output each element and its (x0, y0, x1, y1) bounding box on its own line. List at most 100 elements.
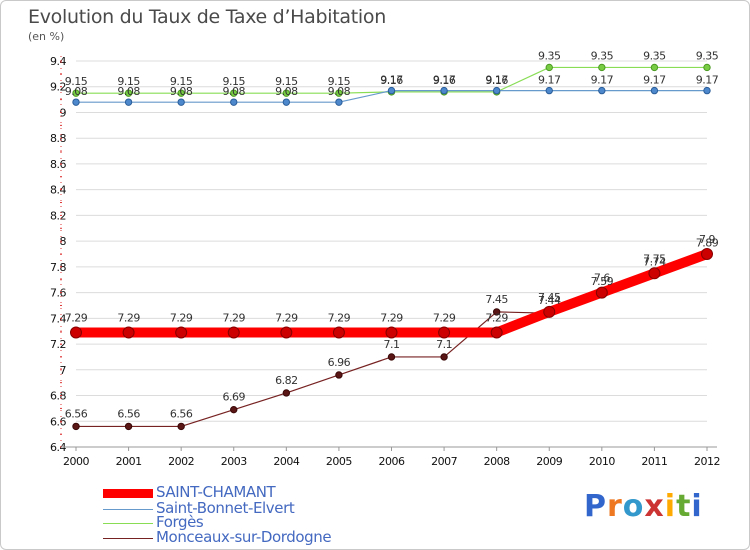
data-label-saint-bonnet-elvert: 9.08 (65, 85, 88, 98)
data-label-saint-bonnet-elvert: 9.17 (643, 74, 666, 87)
data-label-monceaux-sur-dordogne: 7.45 (485, 293, 508, 306)
x-tick-label: 2005 (326, 455, 352, 468)
x-tick-label: 2002 (168, 455, 194, 468)
y-tick-label: 9.4 (50, 55, 66, 68)
y-tick-label: 8.4 (50, 184, 66, 197)
data-point-monceaux-sur-dordogne (492, 308, 501, 316)
y-tick-label: 8.8 (50, 132, 66, 145)
data-label-saint-chamant: 7.29 (433, 311, 456, 324)
unit-label: (en %) (28, 30, 65, 43)
data-label-saint-chamant: 7.6 (594, 272, 610, 285)
data-label-saint-chamant: 7.29 (328, 311, 351, 324)
data-point-saint-bonnet-elvert (492, 86, 501, 95)
data-label-monceaux-sur-dordogne: 6.69 (223, 391, 246, 404)
data-point-saint-chamant (227, 326, 240, 339)
data-label-saint-bonnet-elvert: 9.17 (485, 74, 508, 87)
x-tick-label: 2001 (116, 455, 142, 468)
data-label-forg-s: 9.15 (275, 75, 298, 88)
data-label-saint-chamant: 7.75 (643, 252, 666, 265)
x-tick-label: 2003 (221, 455, 247, 468)
data-label-monceaux-sur-dordogne: 7.1 (436, 338, 452, 351)
data-label-forg-s: 9.16 (433, 74, 456, 87)
data-label-monceaux-sur-dordogne: 7.89 (696, 236, 719, 249)
data-label-saint-chamant: 7.45 (538, 291, 561, 304)
data-label-saint-chamant: 7.29 (380, 311, 403, 324)
legend-swatch-forges (103, 523, 153, 524)
data-label-forg-s: 9.15 (170, 75, 193, 88)
data-label-saint-chamant: 7.29 (275, 311, 298, 324)
data-point-forg-s (335, 89, 343, 97)
data-point-saint-bonnet-elvert (124, 98, 133, 106)
series-saint-chamant (70, 248, 713, 339)
data-point-saint-bonnet-elvert (650, 86, 659, 95)
data-label-forg-s: 9.15 (223, 75, 246, 88)
data-label-saint-bonnet-elvert: 9.17 (538, 74, 561, 87)
legend-swatch-saint-chamant (103, 489, 153, 498)
x-tick-label: 2007 (431, 455, 457, 468)
data-point-saint-bonnet-elvert (387, 86, 396, 95)
data-point-monceaux-sur-dordogne (335, 371, 343, 379)
data-label-forg-s: 9.35 (538, 49, 561, 62)
x-tick-label: 2008 (484, 455, 510, 468)
data-label-monceaux-sur-dordogne: 6.56 (170, 407, 193, 420)
data-label-forg-s: 9.15 (117, 75, 140, 88)
x-tick-label: 2000 (63, 455, 89, 468)
legend-label-monceaux-sur-dordogne: Monceaux-sur-Dordogne (156, 528, 332, 546)
data-point-monceaux-sur-dordogne (230, 405, 238, 414)
data-label-saint-chamant: 7.29 (485, 311, 508, 324)
data-label-monceaux-sur-dordogne: 6.56 (65, 407, 88, 420)
data-label-saint-bonnet-elvert: 9.08 (223, 85, 246, 98)
data-label-forg-s: 9.15 (65, 75, 88, 88)
data-point-saint-chamant (332, 326, 345, 339)
legend-label-saint-chamant: SAINT-CHAMANT (156, 483, 276, 501)
data-label-saint-bonnet-elvert: 9.08 (117, 85, 140, 98)
data-point-saint-bonnet-elvert (282, 98, 291, 106)
y-tick-label: 9.2 (50, 81, 66, 94)
data-point-saint-bonnet-elvert (335, 98, 343, 106)
data-point-saint-chamant (70, 326, 82, 339)
data-label-saint-chamant: 7.29 (65, 311, 88, 324)
data-label-forg-s: 9.16 (380, 74, 403, 87)
proxiti-logo: Proxiti (584, 489, 703, 524)
data-point-saint-chamant (490, 326, 503, 339)
logo-letter: r (607, 489, 623, 524)
data-point-forg-s (650, 63, 659, 72)
x-tick-label: 2004 (273, 455, 299, 468)
data-label-monceaux-sur-dordogne: 7.1 (384, 338, 400, 351)
data-point-forg-s (703, 63, 711, 72)
y-tick-label: 6.4 (50, 441, 66, 454)
x-tick-label: 2011 (641, 455, 667, 468)
data-point-monceaux-sur-dordogne (387, 353, 396, 361)
data-point-forg-s (177, 89, 185, 97)
data-point-saint-bonnet-elvert (72, 98, 80, 106)
data-point-saint-bonnet-elvert (545, 86, 553, 95)
legend-label-saint-bonnet-elvert: Saint-Bonnet-Elvert (156, 499, 295, 517)
data-point-monceaux-sur-dordogne (124, 422, 133, 431)
data-label-saint-chamant: 7.29 (223, 311, 246, 324)
legend-swatch-monceaux-sur-dordogne (103, 538, 153, 539)
data-label-monceaux-sur-dordogne: 7.74 (643, 256, 666, 269)
data-point-saint-chamant (595, 286, 608, 299)
data-label-forg-s: 9.35 (643, 49, 666, 62)
y-tick-label: 7.6 (50, 287, 66, 300)
data-point-forg-s (72, 89, 80, 97)
legend-swatch-saint-bonnet-elvert (103, 509, 153, 510)
data-point-saint-bonnet-elvert (440, 86, 448, 95)
data-point-monceaux-sur-dordogne (440, 353, 448, 361)
data-point-forg-s (282, 89, 291, 97)
x-tick-label: 2009 (536, 455, 562, 468)
data-label-saint-bonnet-elvert: 9.17 (696, 74, 719, 87)
data-label-saint-chamant: 7.9 (699, 233, 715, 246)
data-point-monceaux-sur-dordogne (72, 422, 80, 431)
data-point-saint-chamant (648, 267, 661, 280)
logo-letter: i (691, 489, 703, 524)
y-tick-label: 7.8 (50, 261, 66, 274)
data-label-saint-bonnet-elvert: 9.17 (380, 74, 403, 87)
data-point-saint-chamant (385, 326, 398, 339)
plot-area (76, 61, 707, 447)
data-point-saint-chamant (543, 305, 556, 318)
data-label-monceaux-sur-dordogne: 7.44 (538, 294, 561, 307)
data-label-monceaux-sur-dordogne: 7.59 (591, 275, 614, 288)
data-label-saint-bonnet-elvert: 9.08 (170, 85, 193, 98)
